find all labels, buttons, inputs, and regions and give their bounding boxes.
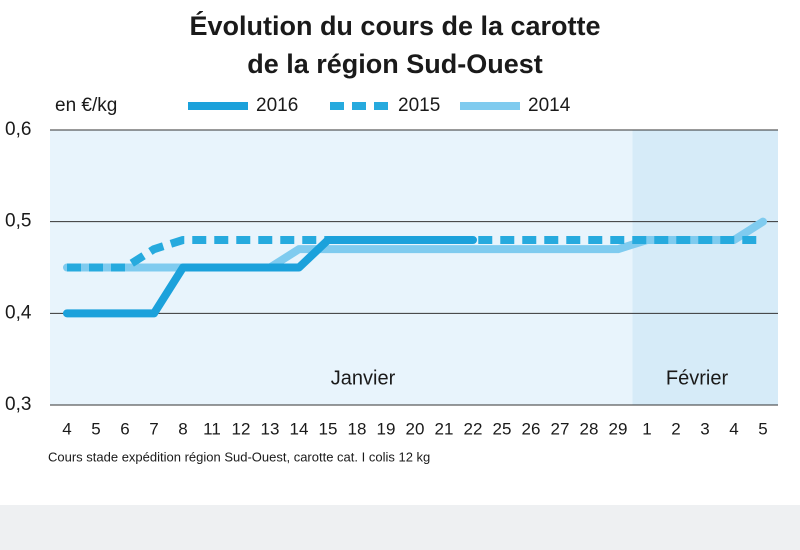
x-tick-label: 11 xyxy=(203,419,221,438)
chart-title: Évolution du cours de la carotte xyxy=(189,10,600,41)
x-tick-label: 14 xyxy=(290,419,309,438)
x-tick-label: 29 xyxy=(609,419,628,438)
x-tick-label: 6 xyxy=(120,419,129,438)
x-tick-label: 3 xyxy=(700,419,709,438)
x-tick-label: 18 xyxy=(348,419,367,438)
chart-subtitle: de la région Sud-Ouest xyxy=(247,49,543,79)
x-tick-label: 22 xyxy=(464,419,483,438)
series-line xyxy=(63,236,477,318)
x-tick-label: 28 xyxy=(580,419,599,438)
x-tick-label: 2 xyxy=(671,419,680,438)
month-label: Février xyxy=(666,367,729,389)
note: Cours stade expédition région Sud-Ouest,… xyxy=(48,449,430,464)
y-tick-label: 0,3 xyxy=(5,394,31,415)
x-tick-label: 26 xyxy=(522,419,541,438)
x-tick-label: 27 xyxy=(551,419,570,438)
month-shade xyxy=(632,130,778,405)
y-tick-label: 0,5 xyxy=(5,211,31,232)
x-tick-label: 4 xyxy=(729,419,738,438)
x-tick-label: 13 xyxy=(261,419,280,438)
x-tick-label: 15 xyxy=(319,419,338,438)
y-axis-label: en €/kg xyxy=(55,95,117,116)
x-tick-label: 7 xyxy=(149,419,158,438)
x-tick-label: 8 xyxy=(178,419,187,438)
footer-band xyxy=(0,505,800,550)
legend-label: 2016 xyxy=(256,95,298,116)
y-tick-label: 0,6 xyxy=(5,119,31,140)
x-tick-label: 25 xyxy=(493,419,512,438)
x-tick-label: 21 xyxy=(435,419,454,438)
x-tick-label: 5 xyxy=(758,419,767,438)
x-tick-label: 4 xyxy=(62,419,71,438)
month-label: Janvier xyxy=(331,367,396,389)
x-tick-label: 5 xyxy=(91,419,100,438)
x-tick-label: 20 xyxy=(406,419,425,438)
legend-label: 2014 xyxy=(528,95,571,116)
legend-label: 2015 xyxy=(398,95,440,116)
x-tick-label: 1 xyxy=(642,419,651,438)
x-tick-label: 19 xyxy=(377,419,396,438)
x-tick-label: 12 xyxy=(232,419,251,438)
y-tick-label: 0,4 xyxy=(5,302,32,323)
